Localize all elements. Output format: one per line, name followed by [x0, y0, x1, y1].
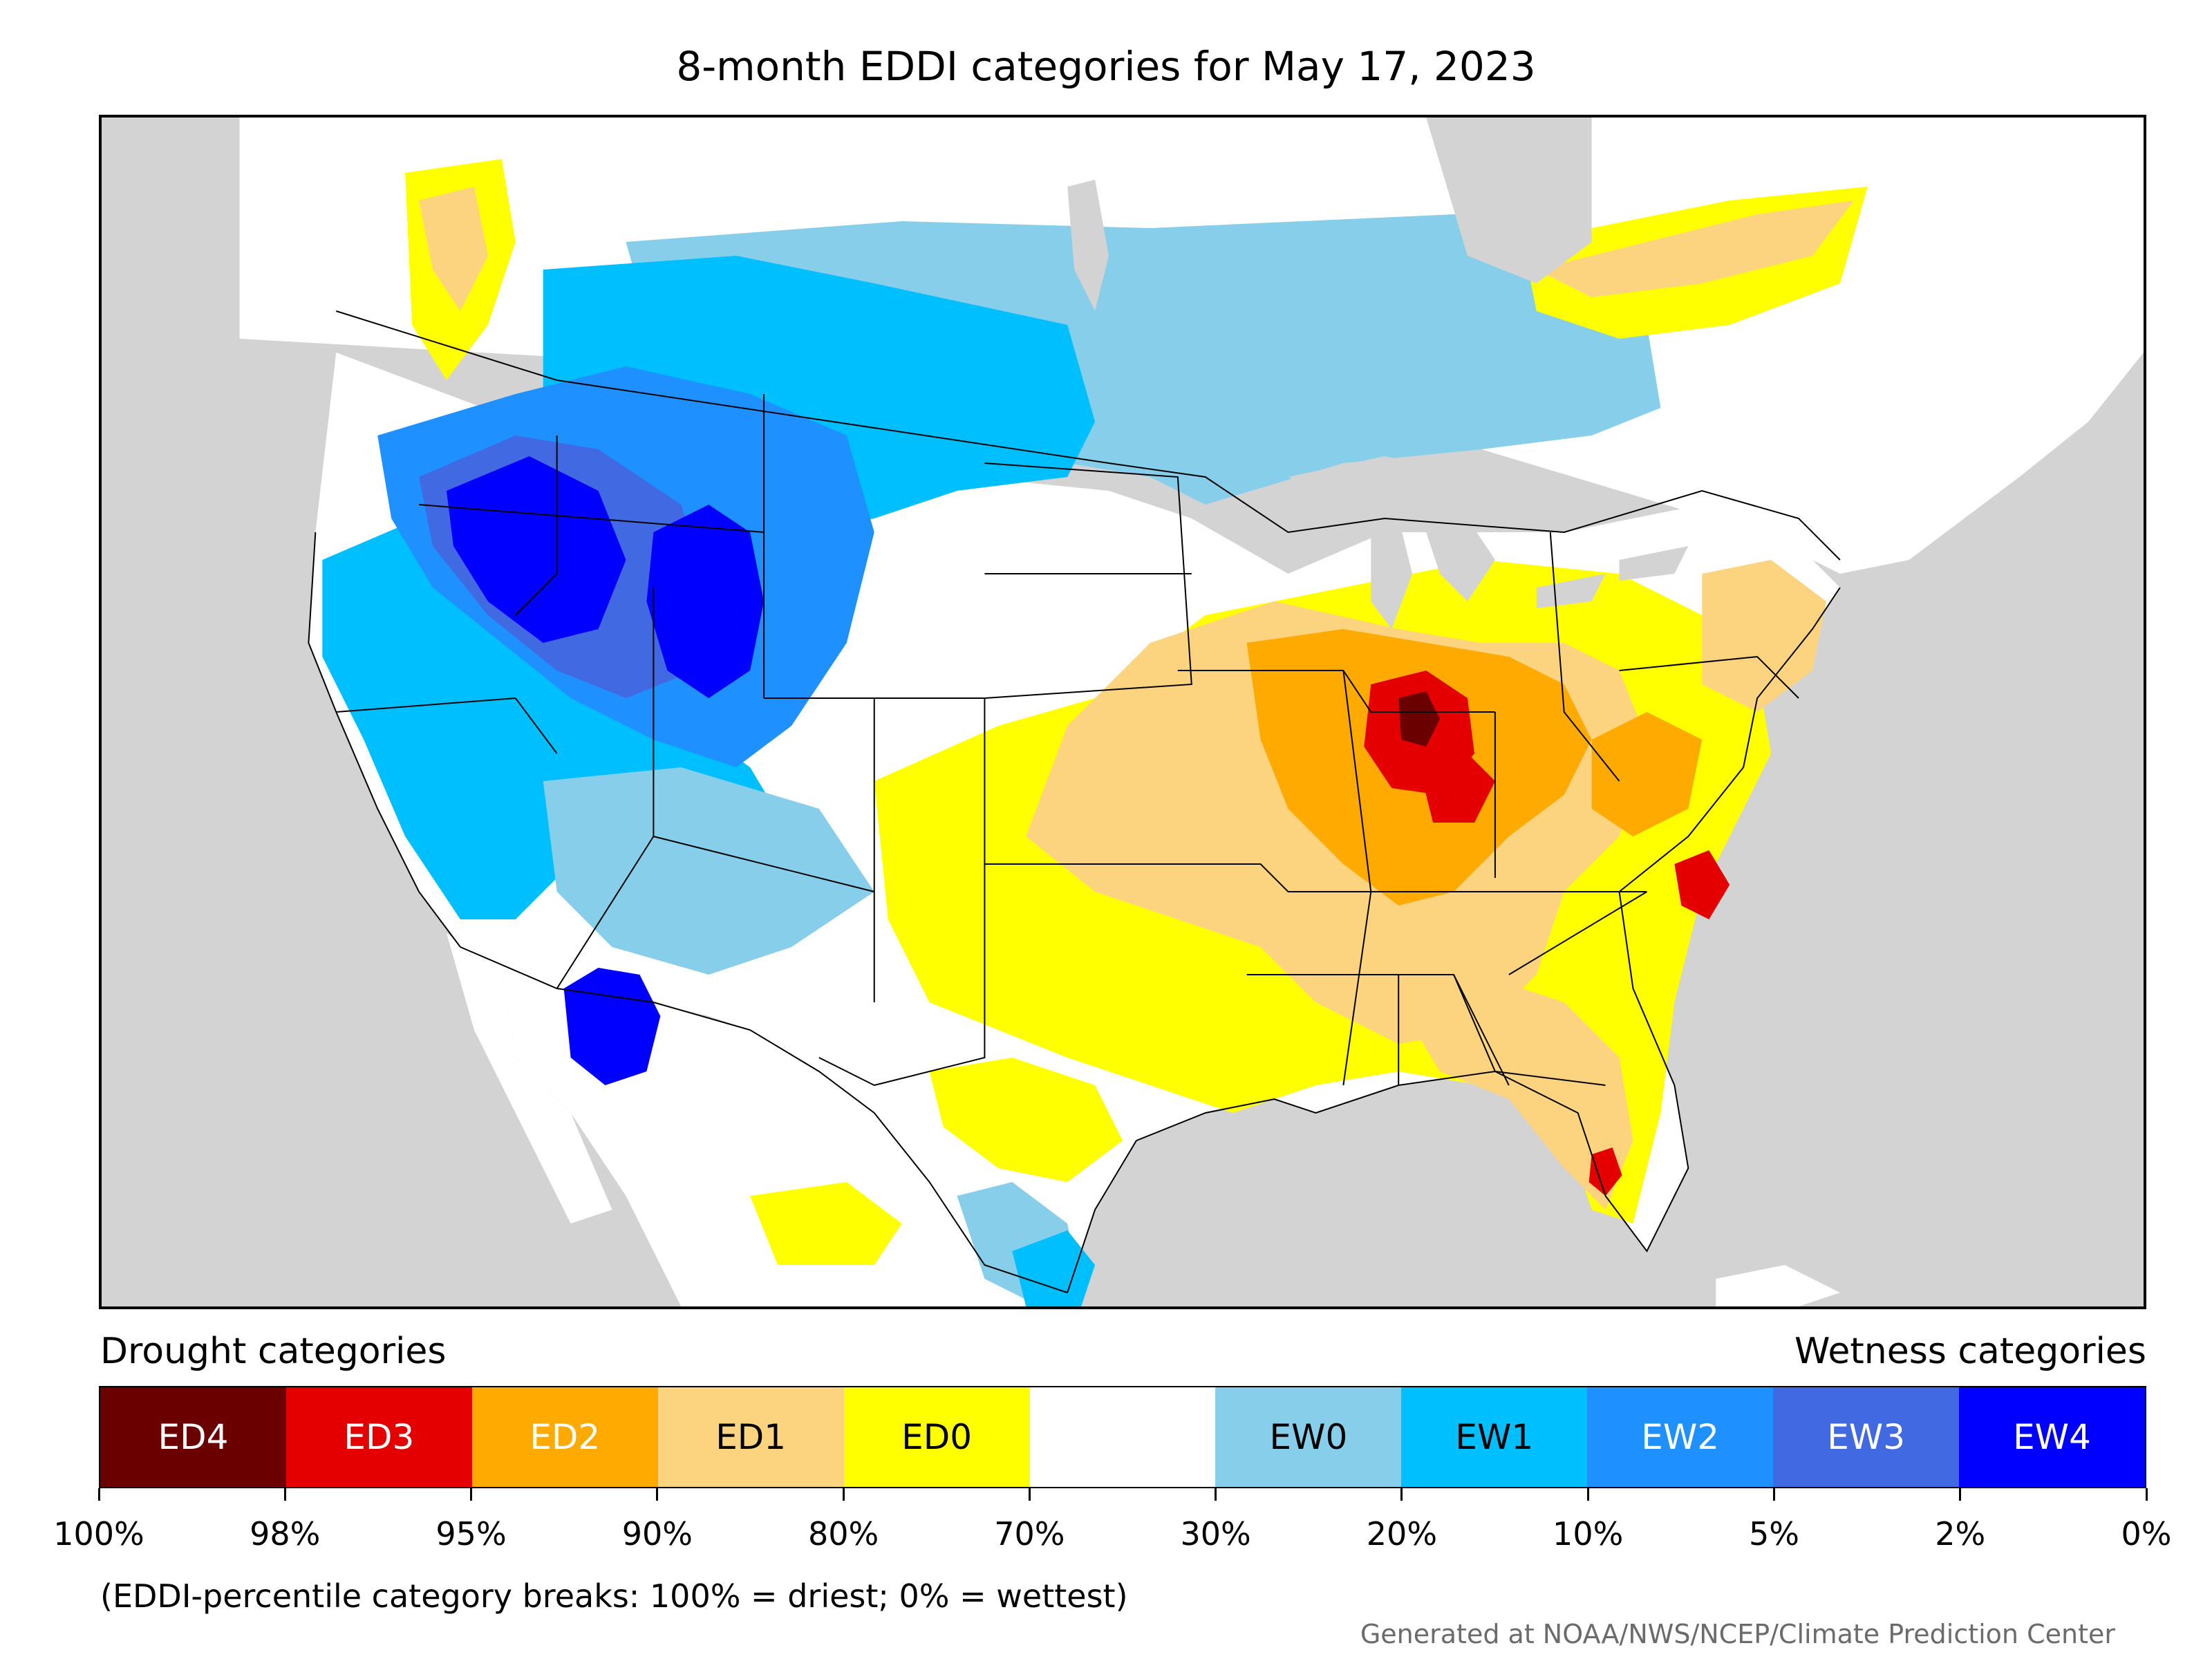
ew4-arizona — [563, 968, 661, 1085]
ed0-texas — [929, 1058, 1123, 1182]
tick-mark — [97, 1488, 100, 1501]
tick-label: 80% — [807, 1515, 879, 1553]
ed3-kentucky — [1419, 753, 1495, 823]
tick-label: 10% — [1553, 1515, 1624, 1553]
ed2-virginia — [1591, 712, 1703, 836]
coastline — [308, 532, 1841, 1293]
credit-line: Generated at NOAA/NWS/NCEP/Climate Predi… — [1360, 1619, 2115, 1649]
colorbar-cell-ed1: ED1 — [657, 1387, 844, 1487]
tick-mark — [470, 1488, 473, 1501]
tick-label: 5% — [1748, 1515, 1799, 1553]
map-title: 8-month EDDI categories for May 17, 2023 — [676, 43, 1536, 90]
tick-mark — [842, 1488, 845, 1501]
tick-mark — [2145, 1488, 2148, 1501]
colorbar-cell-ew3: EW3 — [1773, 1387, 1960, 1487]
lake-winnipeg — [1067, 180, 1109, 311]
ed1-northwest — [419, 187, 488, 311]
tick-mark — [1772, 1488, 1775, 1501]
tick-label: 2% — [1935, 1515, 1986, 1553]
category-breaks-footnote: (EDDI-percentile category breaks: 100% =… — [100, 1577, 1128, 1615]
land-cuba-bahamas — [1716, 1265, 1840, 1306]
ed3-north-carolina — [1674, 850, 1730, 919]
ew4-great-basin — [446, 456, 626, 643]
tick-label: 70% — [994, 1515, 1065, 1553]
tick-label: 98% — [250, 1515, 321, 1553]
colorbar-cell-ew2: EW2 — [1587, 1387, 1774, 1487]
map-panel — [99, 115, 2146, 1309]
ed1-canada — [1536, 200, 1854, 297]
colorbar-cell-ed3: ED3 — [285, 1387, 472, 1487]
ew1-texas-coast — [1012, 1230, 1096, 1306]
state-boundaries — [336, 394, 1799, 1087]
tick-mark — [656, 1488, 659, 1501]
ed1-northeast — [1702, 560, 1826, 712]
colorbar-cell-ed4: ED4 — [100, 1387, 286, 1487]
tick-label: 100% — [53, 1515, 144, 1553]
tick-label: 30% — [1180, 1515, 1251, 1553]
colorbar-cell-none — [1029, 1387, 1216, 1487]
colorbar-cell-ed2: ED2 — [471, 1387, 658, 1487]
ew4-utah — [646, 505, 765, 698]
us-canada-border — [336, 310, 1841, 561]
wetness-categories-heading: Wetness categories — [1794, 1331, 2146, 1372]
colorbar-cell-ew0: EW0 — [1215, 1387, 1402, 1487]
colorbar-cell-ew4: EW4 — [1959, 1387, 2145, 1487]
tick-label: 20% — [1366, 1515, 1438, 1553]
eddi-map — [239, 118, 2144, 1306]
land-baja — [446, 933, 612, 1224]
ed4-indiana — [1398, 691, 1441, 747]
tick-mark — [1959, 1488, 1962, 1501]
ed0-mexico — [750, 1182, 902, 1265]
hudson-bay-edge — [1426, 118, 1592, 283]
colorbar-cell-ew1: EW1 — [1401, 1387, 1588, 1487]
category-colorbar: ED4 ED3 ED2 ED1 ED0 EW0 EW1 EW2 EW3 EW4 — [99, 1386, 2146, 1488]
tick-label: 90% — [621, 1515, 693, 1553]
tick-mark — [1028, 1488, 1031, 1501]
colorbar-cell-ed0: ED0 — [843, 1387, 1030, 1487]
ed3-florida — [1588, 1147, 1622, 1196]
tick-mark — [1400, 1488, 1403, 1501]
ew0-southwest — [543, 767, 874, 975]
great-lakes — [1288, 456, 1689, 629]
tick-label: 0% — [2121, 1515, 2172, 1553]
tick-mark — [1215, 1488, 1217, 1501]
us-mexico-border — [460, 946, 1068, 1293]
tick-label: 95% — [435, 1515, 507, 1553]
tick-mark — [283, 1488, 286, 1501]
ed1-southeast — [1398, 975, 1633, 1210]
drought-categories-heading: Drought categories — [100, 1331, 447, 1372]
tick-mark — [1586, 1488, 1589, 1501]
